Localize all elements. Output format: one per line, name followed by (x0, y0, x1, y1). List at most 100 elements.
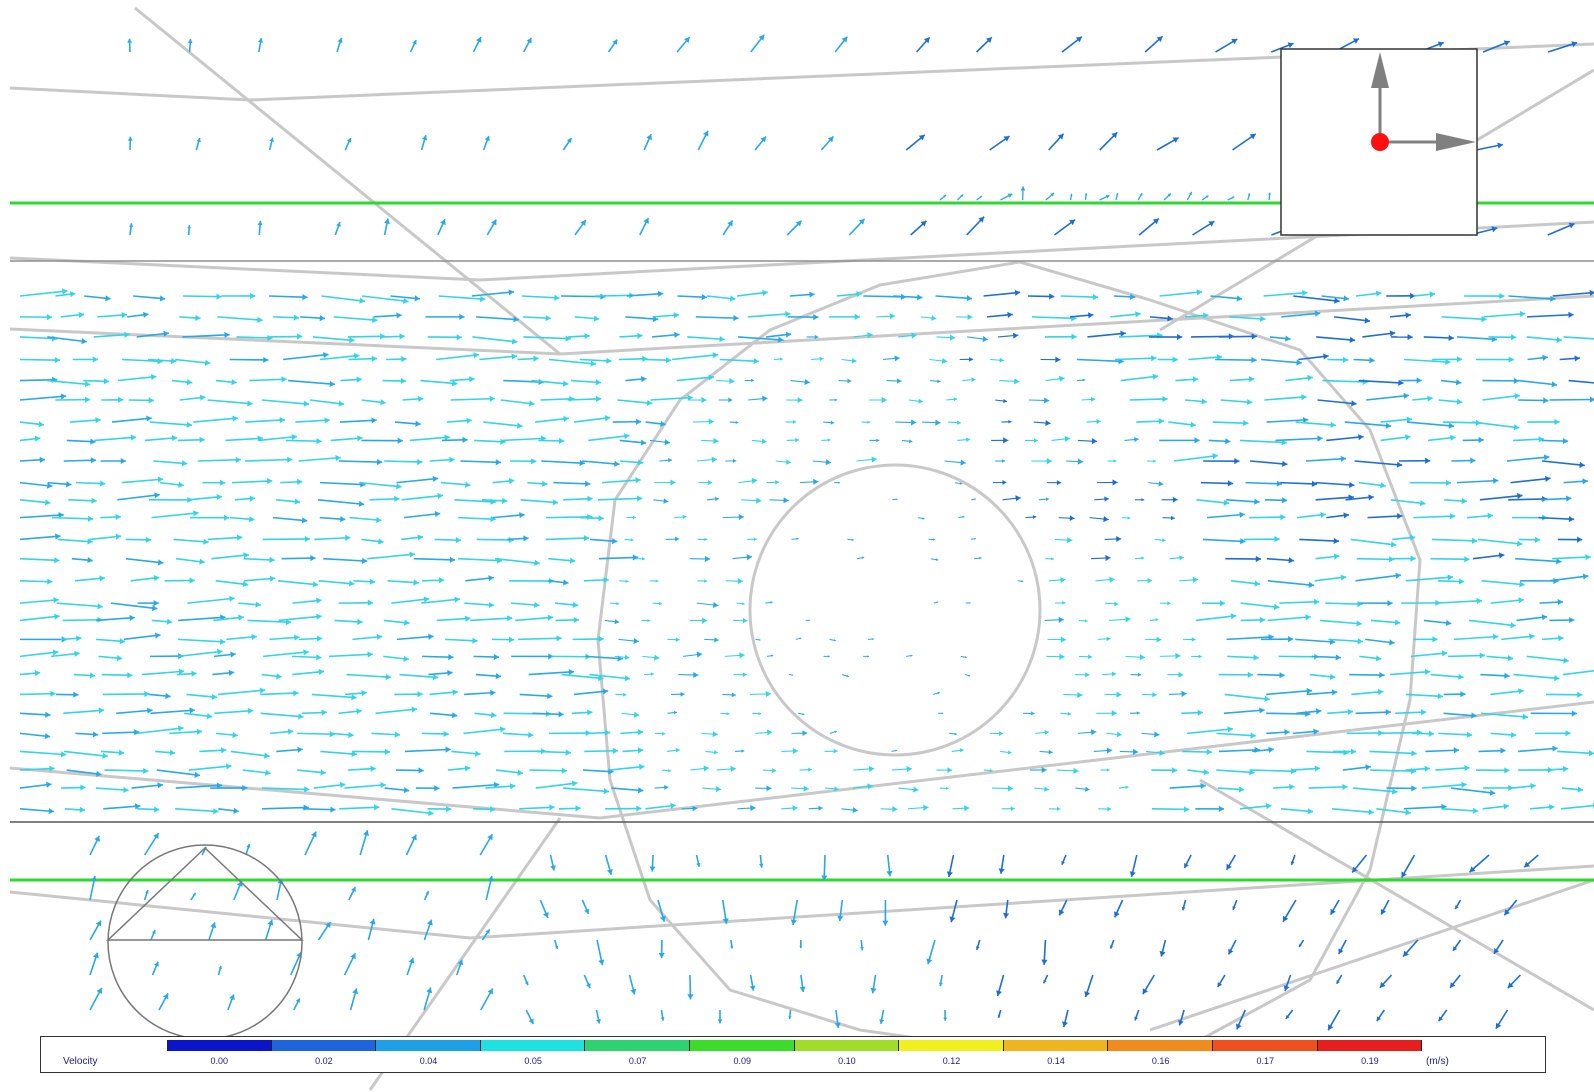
velocity-arrowhead (1015, 495, 1021, 502)
velocity-arrow (352, 750, 391, 753)
velocity-arrowhead (418, 767, 424, 774)
velocity-arrowhead (428, 633, 434, 640)
velocity-arrowhead (1464, 556, 1470, 563)
velocity-arrow (297, 732, 335, 736)
velocity-arrowhead (304, 786, 310, 793)
axis-triad[interactable] (1280, 48, 1478, 236)
velocity-arrowhead (476, 37, 482, 43)
velocity-arrowhead (374, 804, 380, 811)
velocity-arrowhead (1579, 461, 1585, 468)
velocity-arrow (500, 399, 535, 405)
velocity-arrowhead (1389, 639, 1395, 646)
velocity-arrowhead (528, 1018, 534, 1025)
velocity-arrowhead (876, 438, 880, 443)
velocity-arrowhead (143, 767, 149, 775)
velocity-arrowhead (846, 674, 849, 678)
velocity-arrow (536, 750, 571, 754)
velocity-arrowhead (595, 379, 601, 386)
velocity-arrowhead (572, 601, 579, 608)
velocity-arrow (528, 670, 575, 676)
velocity-arrow (1295, 421, 1336, 427)
velocity-arrow (1448, 654, 1485, 658)
velocity-arrow (323, 557, 368, 562)
view-orientation-widget[interactable] (106, 844, 304, 1040)
velocity-arrowhead (1290, 768, 1297, 775)
velocity-arrowhead (947, 767, 953, 773)
velocity-arrow (474, 439, 506, 443)
velocity-arrowhead (1504, 909, 1510, 916)
velocity-arrowhead (563, 415, 569, 422)
velocity-arrowhead (834, 786, 839, 792)
velocity-arrowhead (713, 750, 718, 755)
velocity-arrowhead (964, 656, 967, 659)
velocity-arrow (236, 336, 273, 339)
velocity-arrow (1120, 375, 1159, 382)
velocity-arrowhead (1510, 622, 1516, 629)
velocity-arrowhead (705, 555, 711, 563)
velocity-arrow (470, 617, 513, 622)
velocity-arrowhead (316, 438, 322, 445)
velocity-arrowhead (1007, 311, 1013, 318)
velocity-arrow (169, 730, 203, 735)
velocity-arrowhead (730, 765, 736, 773)
velocity-arrow (1349, 673, 1385, 676)
velocity-arrowhead (742, 672, 747, 677)
velocity-arrow (1390, 670, 1431, 676)
velocity-arrowhead (415, 420, 421, 427)
velocity-arrowhead (1231, 39, 1238, 45)
velocity-arrowhead (937, 691, 940, 695)
velocity-arrow (1224, 693, 1270, 701)
velocity-arrow (321, 295, 365, 303)
velocity-arrowhead (640, 439, 647, 446)
velocity-arrowhead (636, 805, 642, 812)
velocity-arrow (247, 619, 292, 624)
velocity-arrowhead (1438, 1016, 1444, 1022)
velocity-arrowhead (54, 557, 60, 564)
velocity-arrowhead (1116, 535, 1122, 542)
velocity-arrowhead (1340, 455, 1347, 462)
velocity-arrow (573, 416, 611, 423)
velocity-arrow (1480, 712, 1529, 718)
velocity-arrowhead (316, 613, 322, 620)
velocity-arrowhead (870, 987, 877, 994)
velocity-arrowhead (87, 515, 94, 522)
velocity-arrowhead (221, 747, 227, 754)
velocity-arrowhead (1136, 711, 1140, 715)
velocity-arrowhead (1541, 614, 1548, 621)
velocity-arrowhead (1306, 687, 1313, 695)
velocity-arrowhead (996, 990, 1003, 996)
velocity-arrowhead (1288, 636, 1294, 643)
velocity-arrow (125, 557, 164, 564)
velocity-arrowhead (1314, 598, 1320, 606)
velocity-arrowhead (646, 399, 653, 406)
velocity-arrow (197, 458, 241, 462)
velocity-arrowhead (533, 355, 539, 362)
velocity-arrowhead (1069, 515, 1075, 522)
velocity-arrowhead (756, 497, 762, 504)
velocity-arrowhead (151, 929, 156, 934)
velocity-arrowhead (370, 765, 376, 772)
velocity-arrowhead (1167, 315, 1173, 322)
velocity-arrowhead (1228, 948, 1234, 955)
velocity-arrowhead (502, 497, 508, 504)
velocity-arrowhead (1368, 809, 1374, 816)
velocity-arrowhead (87, 538, 93, 545)
origin-dot-icon (1371, 133, 1389, 151)
velocity-arrowhead (954, 732, 958, 736)
velocity-arrowhead (550, 865, 556, 871)
velocity-arrowhead (1566, 495, 1572, 502)
velocity-arrowhead (351, 750, 357, 757)
velocity-arrowhead (1556, 336, 1562, 343)
velocity-arrowhead (1077, 458, 1084, 465)
velocity-arrowhead (1002, 480, 1007, 485)
velocity-arrow (1319, 619, 1362, 625)
velocity-arrowhead (1156, 636, 1162, 643)
legend-swatch (689, 1040, 795, 1051)
velocity-arrowhead (1458, 578, 1465, 585)
velocity-arrowhead (1343, 295, 1349, 302)
velocity-arrowhead (195, 314, 201, 322)
velocity-arrowhead (219, 638, 226, 645)
velocity-arrowhead (1330, 908, 1336, 915)
